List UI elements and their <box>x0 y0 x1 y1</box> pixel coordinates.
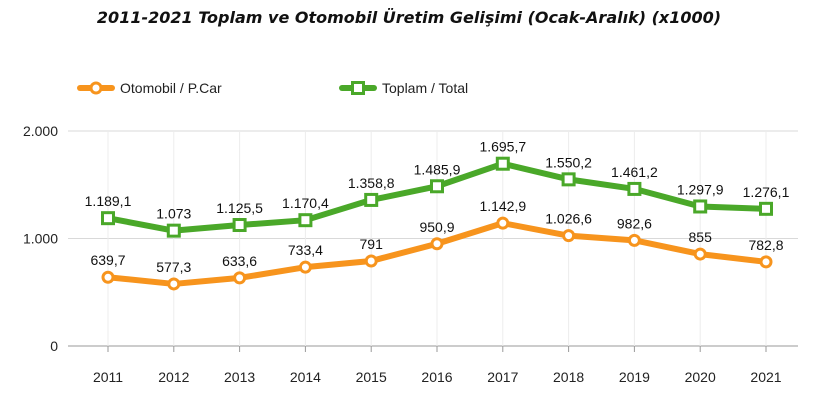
data-point <box>561 172 576 187</box>
x-tick-label: 2013 <box>224 369 255 385</box>
data-label: 1.461,2 <box>611 164 658 180</box>
data-label: 733,4 <box>288 242 323 258</box>
data-label: 1.550,2 <box>545 154 592 170</box>
legend-marker <box>351 81 365 95</box>
y-tick-label: 1.000 <box>23 231 58 247</box>
data-point <box>430 237 444 251</box>
x-tick-label: 2012 <box>158 369 189 385</box>
legend-label: Otomobil / P.Car <box>120 80 222 96</box>
data-point <box>759 201 773 216</box>
x-tick-label: 2018 <box>553 369 584 385</box>
x-tick-label: 2021 <box>750 369 781 385</box>
x-tick-label: 2020 <box>685 369 716 385</box>
data-label: 1.695,7 <box>479 139 526 155</box>
data-label: 950,9 <box>419 219 454 235</box>
data-label: 1.073 <box>156 206 191 222</box>
data-point <box>364 192 379 207</box>
data-point <box>233 271 247 285</box>
data-point <box>496 216 510 230</box>
x-axis: 2011 2012 2013 2014 2015 2016 2017 2018 2019 2020… <box>93 346 782 385</box>
data-point <box>495 156 510 171</box>
data-labels: 639,7 577,3 633,6 733,4 791 950,9 1.142,9 1.026… <box>85 139 790 275</box>
y-tick-label: 0 <box>50 338 58 354</box>
x-tick-label: 2015 <box>356 369 387 385</box>
data-point <box>627 233 641 247</box>
data-point <box>627 181 642 196</box>
data-point <box>430 179 444 194</box>
chart-title: 2011-2021 Toplam ve Otomobil Üretim Geli… <box>96 8 722 27</box>
data-point <box>232 218 247 233</box>
y-tick-label: 2.000 <box>23 123 58 139</box>
data-label: 855 <box>689 229 713 245</box>
data-label: 1.358,8 <box>348 175 395 191</box>
data-label: 1.485,9 <box>414 161 461 177</box>
x-tick-label: 2016 <box>421 369 452 385</box>
y-axis: 0 1.000 2.000 <box>23 123 58 354</box>
legend-marker <box>89 81 103 95</box>
series-group <box>101 156 773 291</box>
x-tick-label: 2014 <box>290 369 321 385</box>
data-point <box>298 213 313 228</box>
x-tick-label: 2019 <box>619 369 650 385</box>
grid <box>68 130 798 347</box>
data-label: 982,6 <box>617 215 652 231</box>
x-tick-label: 2017 <box>487 369 518 385</box>
data-label: 1.276,1 <box>743 184 790 200</box>
data-point <box>167 277 181 291</box>
data-label: 1.026,6 <box>545 211 592 227</box>
data-label: 577,3 <box>156 259 191 275</box>
data-point <box>759 255 773 269</box>
data-label: 633,6 <box>222 253 257 269</box>
data-label: 782,8 <box>748 237 783 253</box>
legend: Otomobil / P.Car Toplam / Total <box>77 80 468 96</box>
data-label: 1.297,9 <box>677 181 724 197</box>
data-label: 639,7 <box>90 252 125 268</box>
data-label: 1.125,5 <box>216 200 263 216</box>
data-point <box>298 260 312 274</box>
x-tick-label: 2011 <box>93 369 123 385</box>
data-label: 1.189,1 <box>85 193 132 209</box>
data-point <box>364 254 378 268</box>
legend-label: Toplam / Total <box>382 80 468 96</box>
data-label: 1.142,9 <box>479 198 526 214</box>
data-point <box>693 247 707 261</box>
data-label: 1.170,4 <box>282 195 329 211</box>
data-point <box>693 199 708 214</box>
data-point <box>101 211 115 226</box>
data-label: 791 <box>360 236 384 252</box>
data-point <box>562 229 576 243</box>
data-point <box>166 223 181 238</box>
data-point <box>101 270 115 284</box>
